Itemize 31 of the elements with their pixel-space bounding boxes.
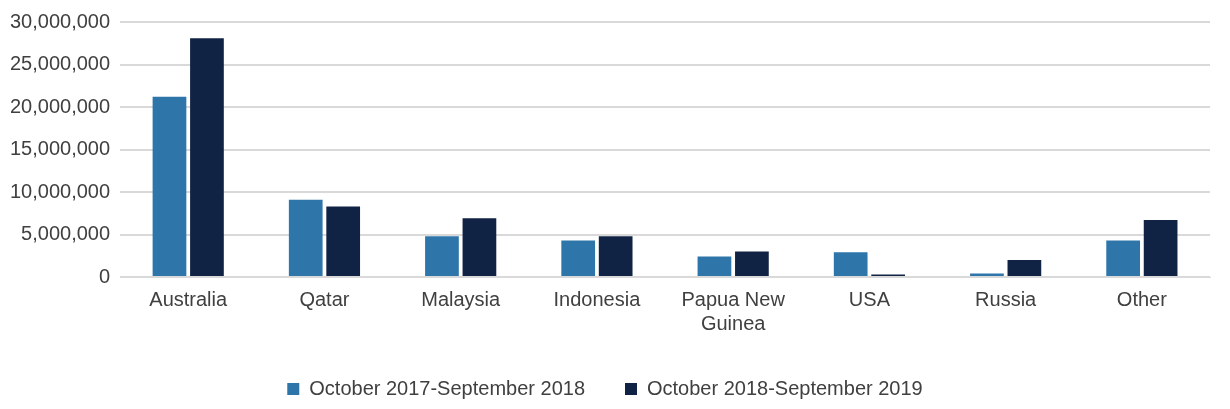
bar <box>561 240 596 276</box>
y-tick-label: 15,000,000 <box>9 137 111 160</box>
bar <box>462 218 497 276</box>
x-tick-label: Indonesia <box>553 287 642 310</box>
x-tick-label: Other <box>1116 287 1168 310</box>
bar <box>833 252 868 276</box>
bar <box>1106 240 1141 276</box>
bar <box>326 206 361 276</box>
bar <box>190 38 224 276</box>
bar <box>288 199 323 276</box>
x-tick-label: Malaysia <box>421 287 502 310</box>
bar <box>697 256 732 276</box>
y-tick-label: 30,000,000 <box>9 9 111 32</box>
y-tick-label: 5,000,000 <box>21 222 111 245</box>
bar <box>598 236 633 276</box>
x-tick-label: Russia <box>975 287 1038 310</box>
x-tick-label: Australia <box>149 287 228 310</box>
y-tick-label: 25,000,000 <box>9 52 111 75</box>
x-tick-label: USA <box>848 287 891 310</box>
bar <box>1007 260 1042 276</box>
x-tick-label: Papua New Guinea <box>681 287 786 334</box>
y-tick-label: 10,000,000 <box>9 179 111 202</box>
legend-label: October 2017-September 2018 <box>309 376 585 399</box>
y-tick-label: 0 <box>98 264 111 287</box>
y-tick-label: 20,000,000 <box>9 94 111 117</box>
legend-label: October 2018-September 2019 <box>647 376 923 399</box>
x-tick-label: Qatar <box>299 287 350 310</box>
bar <box>425 236 459 276</box>
bar <box>735 251 769 276</box>
bar <box>1143 220 1178 276</box>
bar <box>152 96 187 276</box>
